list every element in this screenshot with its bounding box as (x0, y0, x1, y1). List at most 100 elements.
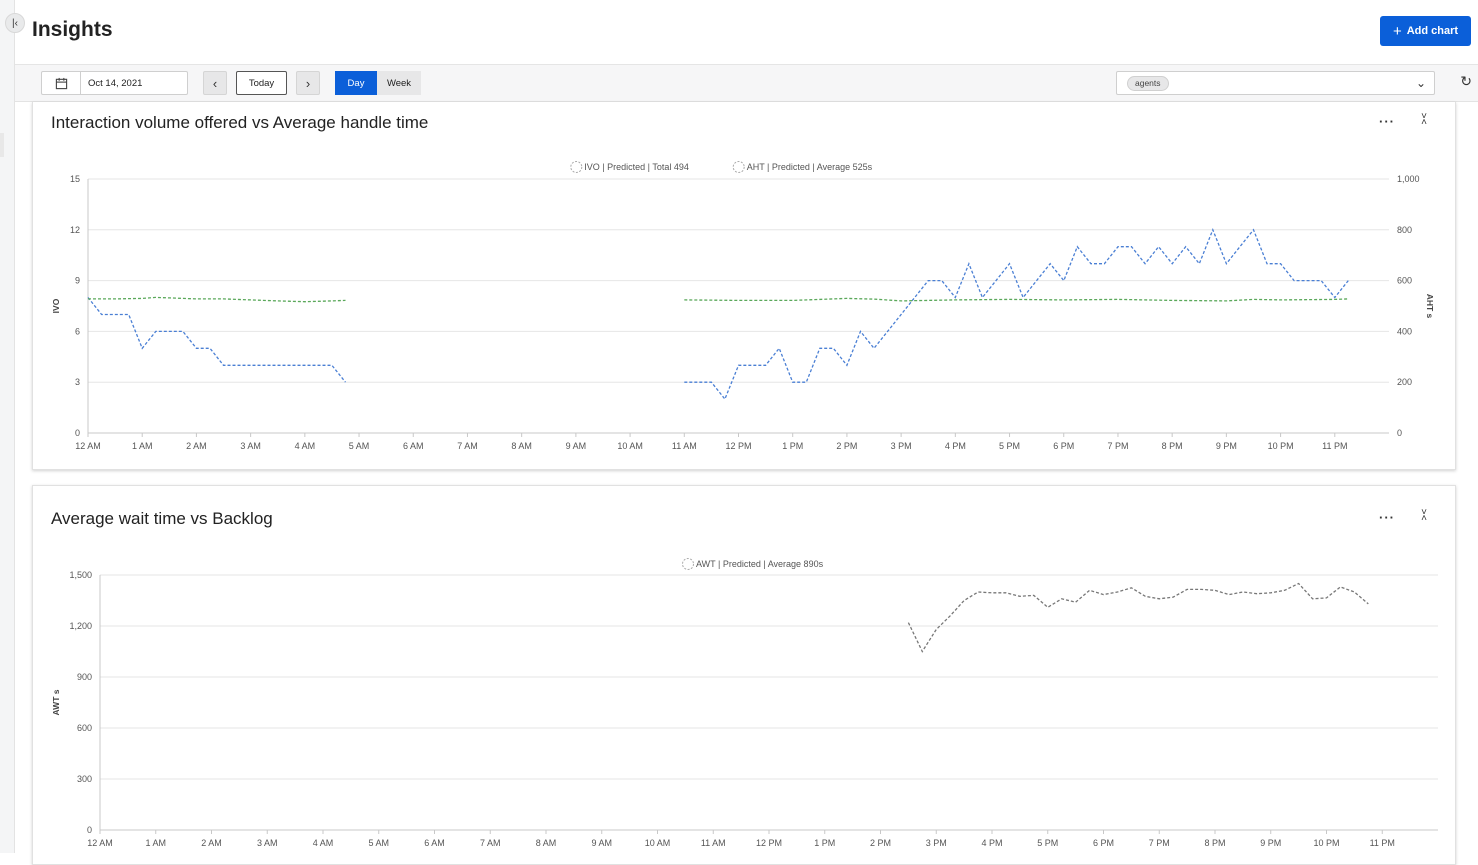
y-tick-label: 0 (75, 428, 80, 438)
legend-marker (682, 558, 694, 570)
x-tick-label: 11 PM (1322, 441, 1347, 451)
agents-filter-select[interactable]: agents ⌄ (1116, 71, 1435, 95)
date-value[interactable]: Oct 14, 2021 (88, 77, 143, 89)
x-tick-label: 1 PM (814, 838, 835, 848)
x-tick-label: 6 AM (403, 441, 424, 451)
x-tick-label: 5 PM (999, 441, 1020, 451)
x-tick-label: 6 PM (1093, 838, 1114, 848)
x-tick-label: 10 AM (645, 838, 671, 848)
y-tick-label: 9 (75, 276, 80, 286)
x-tick-label: 1 AM (145, 838, 166, 848)
awt-backlog-chart: 0 300 600 900 1,200 1,500 12 AM 1 AM 2 AM 3 AM 4 A… (51, 558, 1438, 848)
x-tick-label: 10 PM (1268, 441, 1294, 451)
collapse-sidebar-icon[interactable]: |‹ (5, 13, 25, 33)
toolbar: Oct 14, 2021 ‹ Today › Day Week agents ⌄… (15, 65, 1478, 102)
series-line (87, 297, 347, 383)
ivo-aht-chart: 0 3 6 9 12 15 0 200 400 600 800 1,000 12 AM 1 AM 2 AM 3… (51, 161, 1435, 451)
legend-label: IVO | Predicted | Total 494 (584, 162, 689, 172)
x-tick-label: 11 PM (1370, 838, 1395, 848)
legend-label: AWT | Predicted | Average 890s (696, 559, 824, 569)
y-tick-label: 900 (77, 672, 92, 682)
x-tick-label: 8 AM (536, 838, 557, 848)
x-tick-label: 12 AM (75, 441, 101, 451)
x-tick-label: 12 AM (87, 838, 113, 848)
legend-label: AHT | Predicted | Average 525s (747, 162, 873, 172)
more-options-icon[interactable]: ··· (1379, 114, 1395, 129)
x-tick-label: 1 PM (782, 441, 803, 451)
x-tick-label: 12 PM (725, 441, 751, 451)
y-tick-label: 15 (70, 174, 80, 184)
add-chart-button[interactable]: + Add chart (1380, 16, 1471, 46)
x-tick-label: 9 AM (591, 838, 612, 848)
y-tick-label: 12 (70, 225, 80, 235)
x-tick-label: 7 PM (1149, 838, 1170, 848)
view-option-day[interactable]: Day (335, 71, 377, 95)
plus-icon: + (1392, 22, 1402, 40)
left-rail (0, 0, 15, 853)
x-tick-label: 3 PM (926, 838, 947, 848)
x-tick-label: 1 AM (132, 441, 153, 451)
x-tick-label: 4 AM (313, 838, 334, 848)
series-line (88, 296, 346, 303)
x-tick-label: 8 PM (1204, 838, 1225, 848)
y-tick-label: 6 (75, 326, 80, 336)
today-button[interactable]: Today (236, 71, 287, 95)
x-tick-label: 11 AM (672, 441, 697, 451)
collapse-chart-icon[interactable]: ˅ ˄ (1421, 507, 1427, 524)
x-tick-label: 4 PM (945, 441, 966, 451)
x-tick-label: 3 AM (257, 838, 278, 848)
chevron-left-icon[interactable]: ‹ (203, 71, 227, 95)
y-tick-label: 600 (77, 723, 92, 733)
x-tick-label: 6 PM (1053, 441, 1074, 451)
x-tick-label: 11 AM (701, 838, 726, 848)
x-tick-label: 9 PM (1216, 441, 1237, 451)
refresh-icon[interactable]: ↻ (1460, 73, 1472, 89)
x-tick-label: 7 PM (1107, 441, 1128, 451)
y-axis-label: AWT s (51, 689, 61, 715)
y-tick-label: 1,500 (69, 570, 92, 580)
x-tick-label: 7 AM (480, 838, 501, 848)
view-toggle: Day Week (335, 71, 421, 95)
y-tick-label: 0 (87, 825, 92, 835)
x-tick-label: 8 AM (511, 441, 532, 451)
date-picker[interactable]: Oct 14, 2021 (41, 71, 188, 95)
x-tick-label: 4 PM (981, 838, 1002, 848)
view-option-week[interactable]: Week (377, 71, 421, 95)
more-options-icon[interactable]: ··· (1379, 510, 1395, 525)
legend-marker (732, 161, 745, 173)
page-header: Insights + Add chart (15, 0, 1478, 65)
x-tick-label: 3 AM (240, 441, 261, 451)
x-tick-label: 12 PM (756, 838, 782, 848)
x-tick-label: 4 AM (295, 441, 316, 451)
y2-tick-label: 200 (1397, 377, 1412, 387)
page-title: Insights (32, 18, 113, 41)
rail-marker (0, 133, 4, 157)
y2-tick-label: 600 (1397, 276, 1412, 286)
x-tick-label: 8 PM (1162, 441, 1183, 451)
x-tick-label: 2 AM (201, 838, 222, 848)
series-line (684, 297, 1349, 302)
calendar-icon[interactable] (42, 72, 81, 94)
chevron-right-icon[interactable]: › (296, 71, 320, 95)
chevron-down-icon[interactable]: ⌄ (1415, 76, 1426, 90)
chart-card-ivo-aht: Interaction volume offered vs Average ha… (32, 102, 1456, 470)
x-tick-label: 10 PM (1313, 838, 1339, 848)
chart-card-awt-backlog: Average wait time vs Backlog ··· ˅ ˄ 0 300… (32, 485, 1456, 865)
chart-title: Average wait time vs Backlog (51, 509, 273, 528)
x-tick-label: 9 PM (1260, 838, 1281, 848)
y-tick-label: 1,200 (69, 621, 92, 631)
y2-tick-label: 1,000 (1397, 174, 1420, 184)
chart-title: Interaction volume offered vs Average ha… (51, 113, 429, 132)
filter-chip[interactable]: agents (1127, 76, 1169, 91)
x-tick-label: 9 AM (566, 441, 587, 451)
x-tick-label: 5 AM (368, 838, 389, 848)
y-tick-label: 300 (77, 774, 92, 784)
x-tick-label: 5 PM (1037, 838, 1058, 848)
legend-marker (570, 161, 583, 173)
collapse-chart-icon[interactable]: ˅ ˄ (1421, 111, 1427, 128)
y2-tick-label: 800 (1397, 225, 1412, 235)
add-chart-label: Add chart (1406, 25, 1459, 37)
y2-tick-label: 400 (1397, 326, 1412, 336)
y2-axis-label: AHT s (1425, 294, 1435, 319)
x-tick-label: 2 PM (836, 441, 857, 451)
